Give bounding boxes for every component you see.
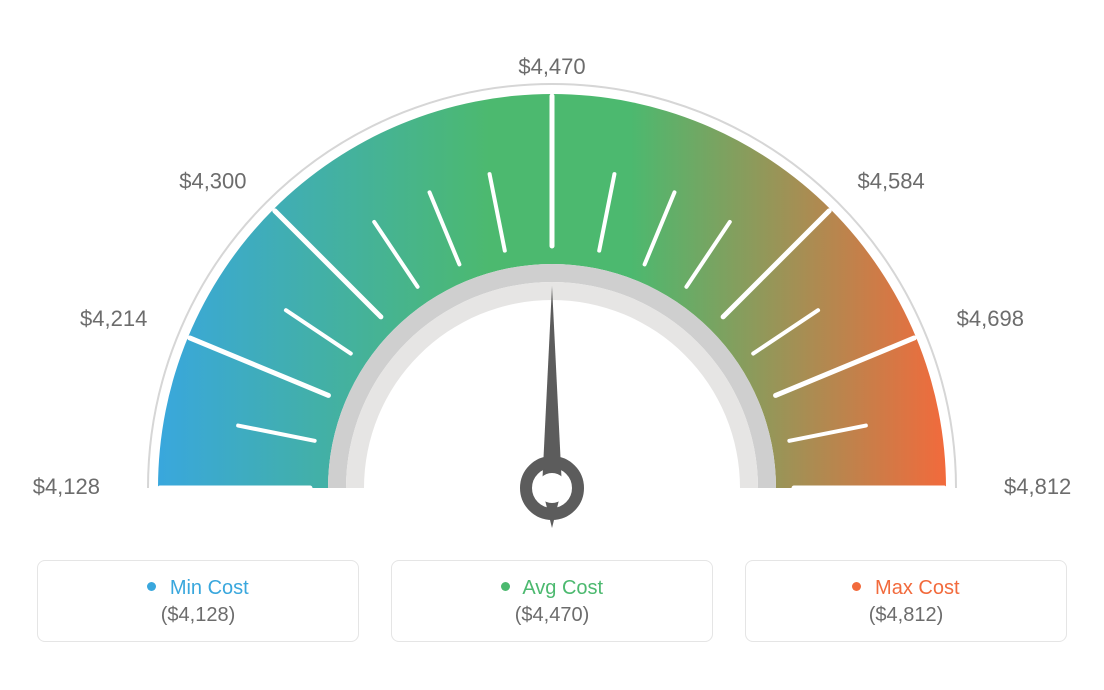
svg-text:$4,470: $4,470 [518, 54, 585, 79]
legend-min-label: Min Cost [170, 577, 249, 599]
legend-card-max: Max Cost ($4,812) [745, 560, 1067, 642]
legend-row: Min Cost ($4,128) Avg Cost ($4,470) Max … [0, 560, 1104, 642]
dot-icon [852, 582, 861, 591]
legend-avg-label: Avg Cost [522, 577, 603, 599]
legend-min-value: ($4,128) [38, 604, 358, 627]
svg-text:$4,584: $4,584 [857, 168, 924, 193]
legend-card-avg: Avg Cost ($4,470) [391, 560, 713, 642]
svg-text:$4,698: $4,698 [957, 306, 1024, 331]
dot-icon [147, 582, 156, 591]
svg-text:$4,128: $4,128 [33, 474, 100, 499]
legend-avg-value: ($4,470) [392, 604, 712, 627]
legend-max-label: Max Cost [875, 577, 959, 599]
svg-text:$4,214: $4,214 [80, 306, 147, 331]
svg-text:$4,300: $4,300 [179, 168, 246, 193]
gauge-chart: $4,128 $4,214 $4,300 $4,470 $4,584 $4,698 $4,8… [0, 0, 1104, 560]
dot-icon [501, 582, 510, 591]
legend-max-value: ($4,812) [746, 604, 1066, 627]
legend-card-min: Min Cost ($4,128) [37, 560, 359, 642]
svg-text:$4,812: $4,812 [1004, 474, 1071, 499]
